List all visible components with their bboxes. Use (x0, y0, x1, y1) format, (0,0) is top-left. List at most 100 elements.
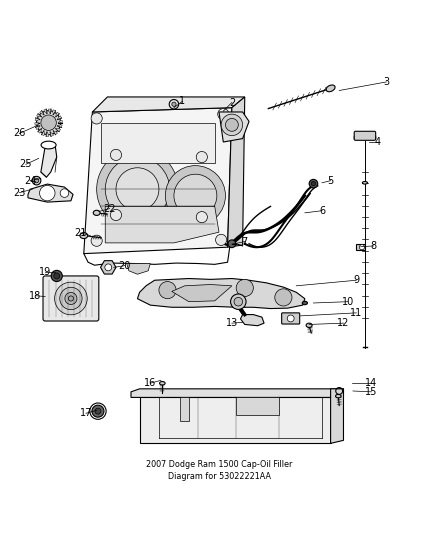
Polygon shape (50, 132, 53, 136)
Text: 18: 18 (29, 290, 42, 301)
Polygon shape (42, 131, 45, 135)
Circle shape (36, 111, 60, 135)
Ellipse shape (336, 394, 341, 398)
FancyBboxPatch shape (354, 131, 376, 140)
Polygon shape (35, 123, 39, 125)
Text: 19: 19 (39, 266, 51, 277)
Text: 25: 25 (20, 159, 32, 169)
Text: 1: 1 (180, 96, 186, 106)
Polygon shape (46, 132, 49, 136)
Text: 16: 16 (144, 378, 156, 388)
Circle shape (311, 182, 315, 186)
Polygon shape (101, 261, 116, 274)
Circle shape (215, 235, 227, 246)
Polygon shape (357, 244, 365, 250)
Circle shape (287, 315, 294, 322)
Text: 22: 22 (103, 204, 116, 214)
Circle shape (172, 102, 176, 107)
FancyBboxPatch shape (282, 313, 300, 324)
Circle shape (91, 113, 102, 124)
Polygon shape (331, 389, 343, 443)
Text: 14: 14 (365, 378, 378, 388)
Circle shape (105, 157, 170, 221)
Polygon shape (84, 108, 232, 254)
FancyBboxPatch shape (43, 276, 99, 321)
Circle shape (275, 289, 292, 306)
Text: 5: 5 (328, 176, 334, 185)
Ellipse shape (306, 323, 312, 327)
Circle shape (221, 114, 243, 135)
Text: 20: 20 (118, 261, 131, 271)
Text: 17: 17 (80, 408, 92, 418)
Ellipse shape (93, 211, 100, 215)
Polygon shape (28, 184, 73, 202)
Text: 9: 9 (353, 275, 360, 285)
Circle shape (196, 151, 208, 163)
Polygon shape (127, 263, 150, 274)
Polygon shape (180, 398, 189, 421)
Polygon shape (35, 126, 40, 130)
Text: 26: 26 (13, 128, 25, 139)
Ellipse shape (159, 382, 165, 385)
Circle shape (116, 168, 159, 211)
Text: 11: 11 (350, 308, 363, 318)
Polygon shape (57, 125, 62, 127)
Circle shape (41, 115, 57, 131)
Text: 10: 10 (342, 297, 354, 306)
Circle shape (234, 297, 243, 306)
Polygon shape (219, 112, 249, 142)
Text: 21: 21 (74, 228, 87, 238)
Ellipse shape (302, 301, 307, 305)
Circle shape (32, 176, 41, 185)
Text: 7: 7 (242, 237, 248, 247)
Circle shape (359, 245, 364, 250)
Text: 2: 2 (229, 98, 235, 108)
Ellipse shape (80, 232, 88, 239)
Polygon shape (40, 111, 44, 115)
Circle shape (65, 293, 77, 304)
Circle shape (226, 118, 238, 131)
Circle shape (236, 279, 253, 296)
Polygon shape (53, 131, 57, 135)
Circle shape (110, 209, 122, 221)
Polygon shape (56, 128, 60, 132)
Polygon shape (240, 314, 264, 326)
Polygon shape (44, 109, 47, 114)
Polygon shape (41, 144, 57, 177)
Polygon shape (236, 398, 279, 415)
Ellipse shape (41, 141, 56, 149)
Text: 2007 Dodge Ram 1500 Cap-Oil Filler
Diagram for 53022221AA: 2007 Dodge Ram 1500 Cap-Oil Filler Diagr… (146, 459, 292, 481)
Polygon shape (138, 279, 305, 309)
Circle shape (218, 109, 229, 120)
Polygon shape (172, 285, 232, 302)
Polygon shape (38, 129, 41, 133)
Circle shape (309, 180, 318, 188)
Polygon shape (49, 109, 51, 114)
Circle shape (68, 296, 74, 301)
Circle shape (174, 174, 217, 217)
Text: 12: 12 (337, 318, 350, 328)
Polygon shape (105, 206, 219, 243)
Polygon shape (56, 112, 59, 117)
Circle shape (110, 149, 122, 160)
Text: 8: 8 (371, 241, 377, 251)
Polygon shape (53, 110, 56, 115)
Circle shape (196, 212, 208, 223)
Text: 23: 23 (13, 188, 25, 198)
Text: 3: 3 (383, 77, 389, 87)
Circle shape (165, 166, 226, 225)
Circle shape (105, 264, 112, 271)
Circle shape (230, 294, 246, 310)
Text: 4: 4 (375, 137, 381, 147)
FancyBboxPatch shape (101, 123, 215, 164)
Circle shape (51, 270, 62, 281)
Circle shape (228, 240, 236, 248)
Circle shape (159, 281, 176, 298)
Polygon shape (58, 120, 62, 123)
Circle shape (60, 189, 69, 197)
Polygon shape (92, 97, 245, 112)
Circle shape (54, 273, 60, 279)
Polygon shape (35, 118, 40, 120)
Circle shape (169, 100, 179, 109)
Circle shape (92, 405, 104, 417)
